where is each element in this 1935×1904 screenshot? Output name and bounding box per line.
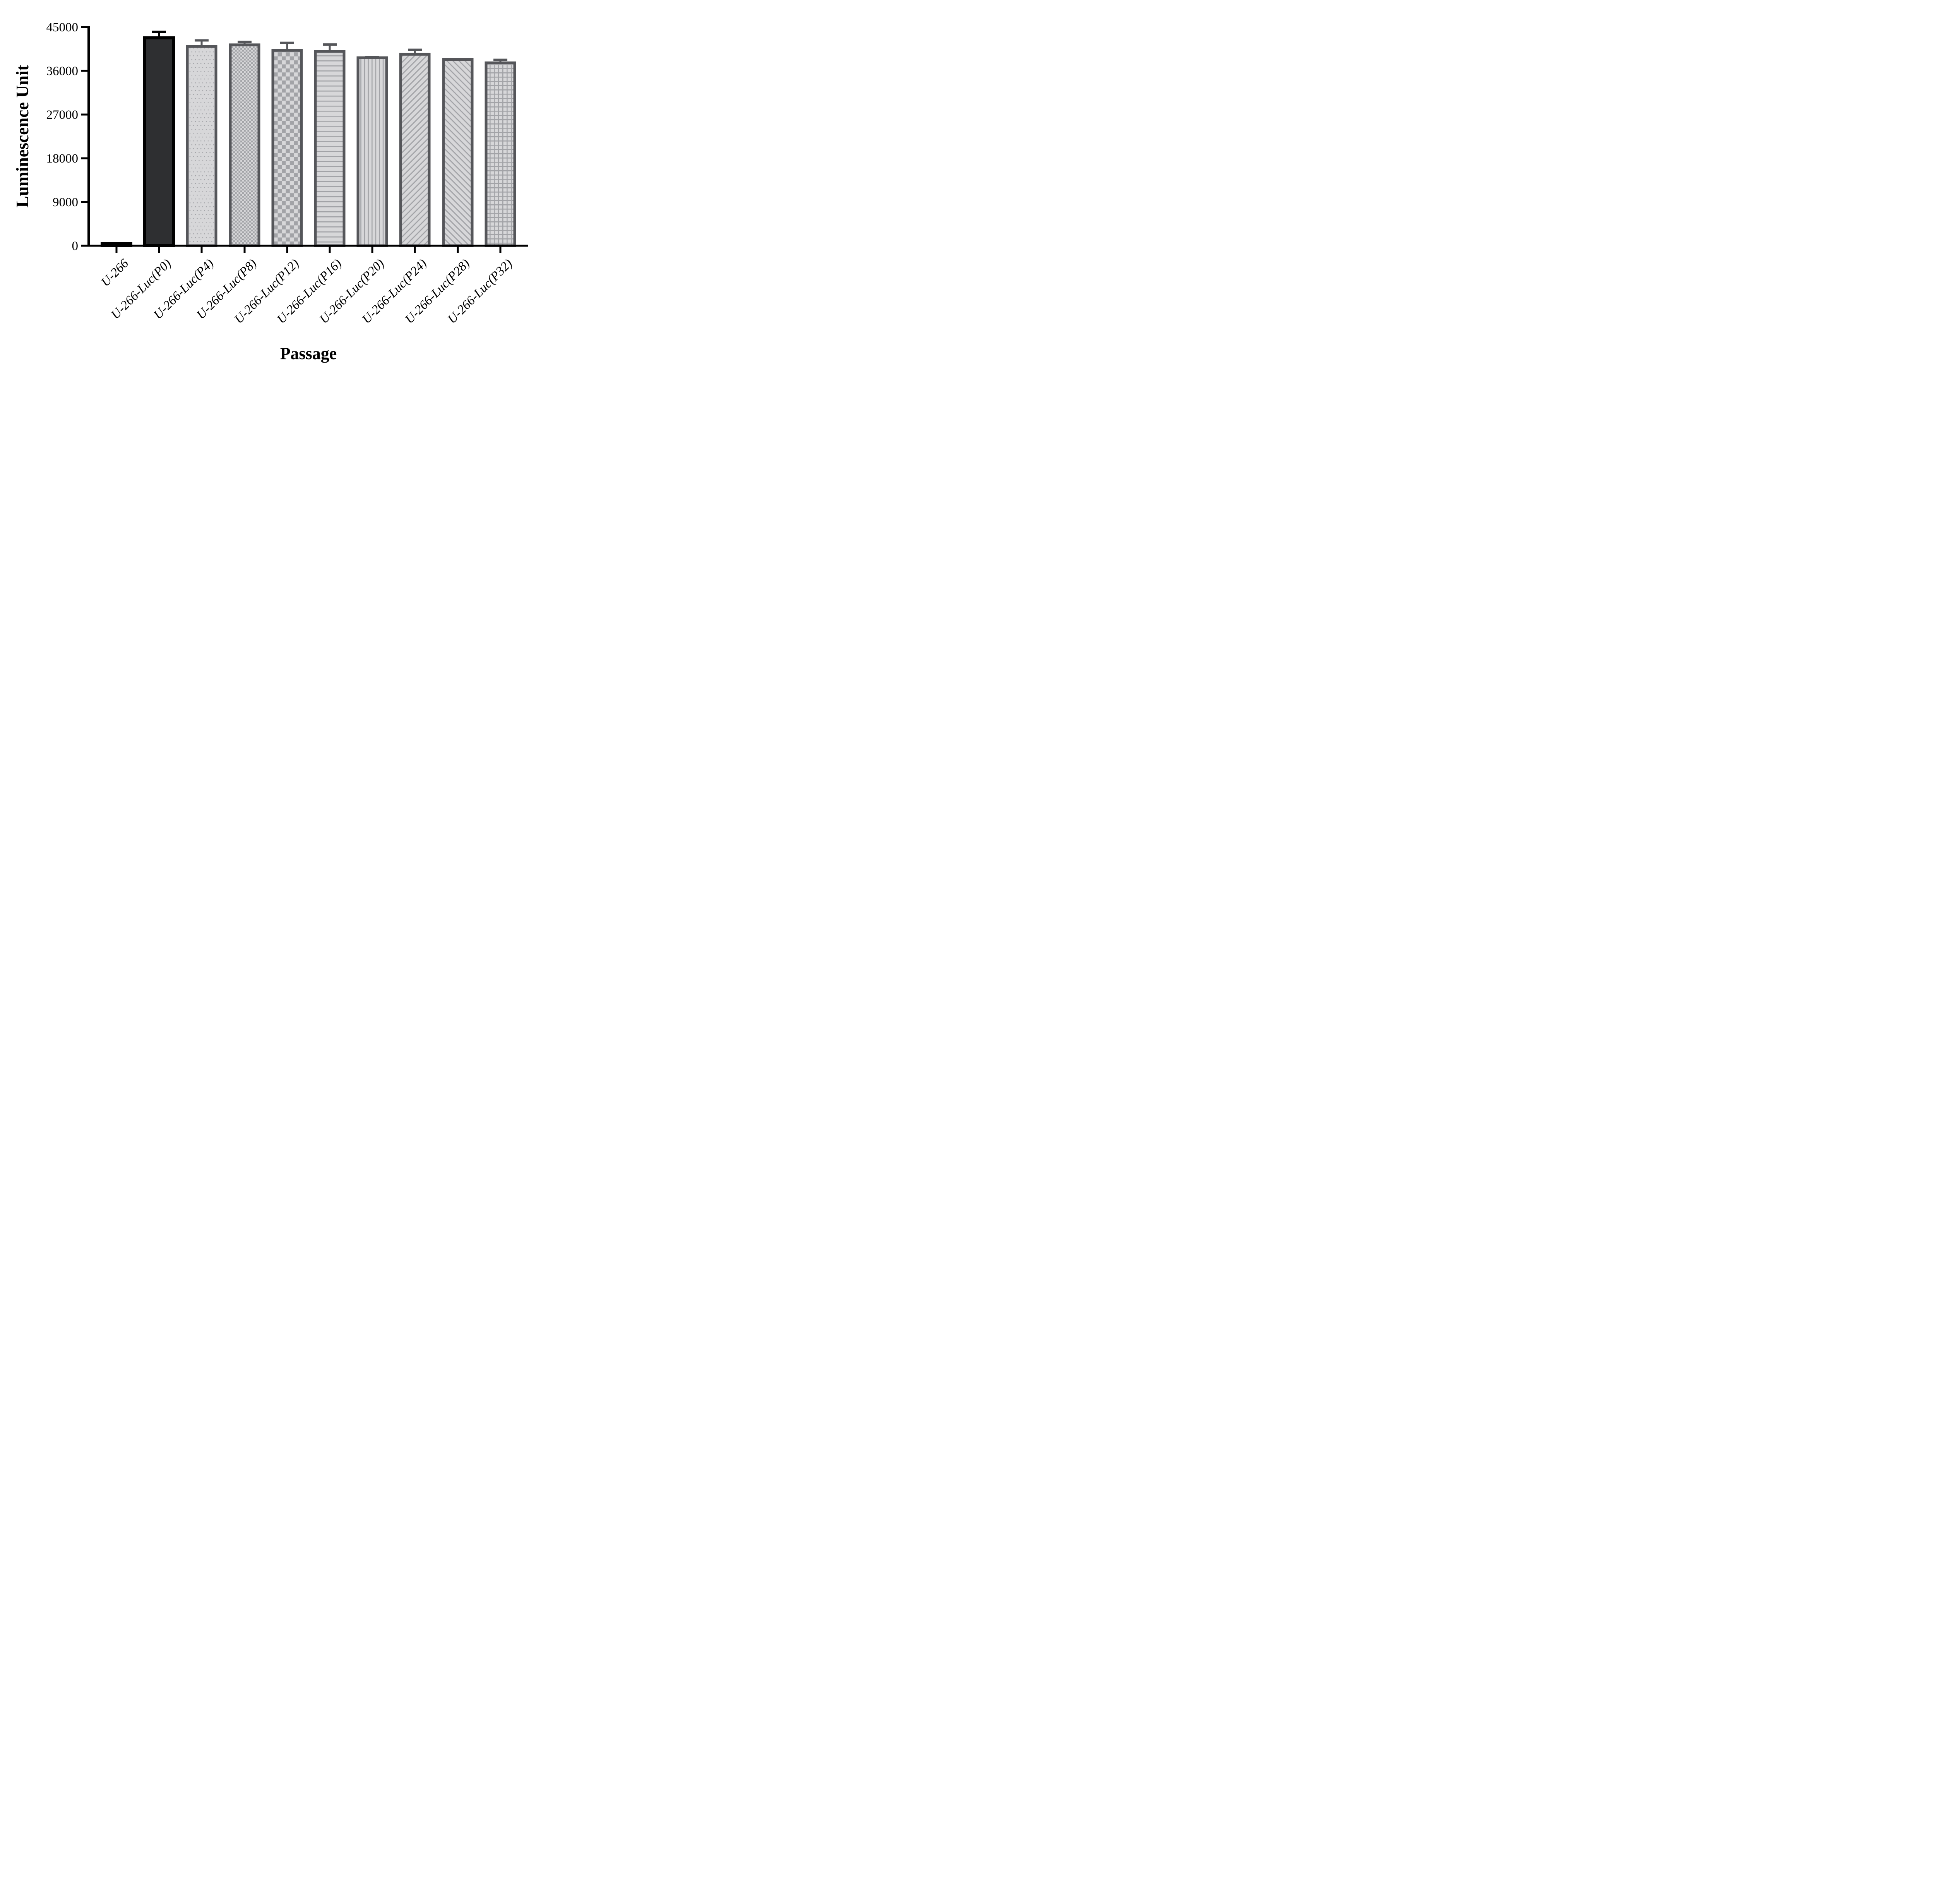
error-bar-stem	[329, 45, 331, 53]
bar-U-266-Luc(P20)	[356, 56, 388, 247]
chart-canvas: 0 9000 18000 27000 36000 45000 Luminescence U…	[0, 0, 550, 381]
y-axis-title: Luminescence Unit	[13, 65, 32, 208]
y-tick	[81, 157, 87, 159]
y-tick-label: 36000	[46, 64, 79, 78]
error-bar-cap	[152, 31, 166, 33]
y-tick-label: 0	[72, 239, 79, 253]
error-bar-stem	[158, 32, 160, 39]
y-tick-label: 27000	[46, 108, 79, 122]
error-bar-stem	[286, 43, 288, 52]
plot-area: 0 9000 18000 27000 36000 45000	[46, 21, 528, 253]
x-tick	[371, 247, 373, 253]
bar-U-266-Luc(P16)	[314, 50, 346, 247]
y-tick-label: 18000	[46, 152, 79, 166]
x-tick	[200, 247, 203, 253]
x-tick	[329, 247, 331, 253]
error-bar-cap	[238, 41, 252, 43]
y-tick	[81, 26, 87, 28]
error-bar-cap	[493, 58, 507, 61]
bar-U-266-Luc(P4)	[186, 45, 217, 247]
x-tick	[158, 247, 160, 253]
bar-U-266-Luc(P0)	[143, 36, 175, 248]
x-tick	[457, 247, 459, 253]
y-tick-label: 9000	[53, 195, 78, 209]
x-axis-title: Passage	[280, 344, 337, 363]
bar-U-266-Luc(P32)	[485, 61, 516, 247]
bar-U-266-Luc(P12)	[271, 49, 303, 247]
x-tick	[499, 247, 502, 253]
error-bar-cap	[408, 48, 422, 51]
x-tick	[414, 247, 416, 253]
bar-U-266-Luc(P28)	[442, 58, 474, 247]
error-bar-cap	[280, 41, 294, 44]
y-tick-label: 45000	[46, 21, 79, 34]
error-bar-stem	[414, 50, 416, 56]
error-bar-stem	[200, 40, 203, 48]
y-tick	[81, 201, 87, 203]
x-axis-line	[87, 245, 528, 247]
error-bar-cap	[195, 39, 209, 42]
x-tick	[243, 247, 246, 253]
y-tick	[81, 113, 87, 116]
y-tick	[81, 245, 87, 247]
y-tick	[81, 70, 87, 72]
error-bar-cap	[323, 43, 337, 46]
x-tick	[115, 247, 118, 253]
y-axis-line	[87, 26, 90, 247]
x-tick	[286, 247, 288, 253]
bar-U-266-Luc(P24)	[399, 53, 431, 247]
bar-U-266-Luc(P8)	[229, 43, 260, 247]
